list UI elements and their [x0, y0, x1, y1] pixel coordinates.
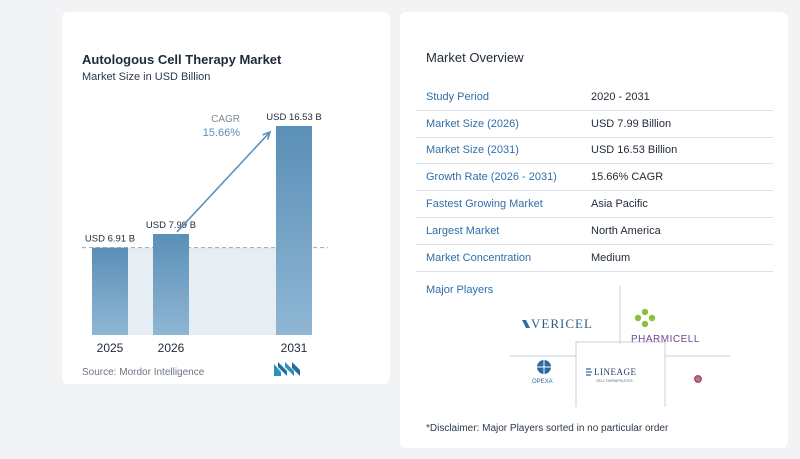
- overview-key: Market Concentration: [426, 251, 532, 264]
- overview-row: Fastest Growing Market Asia Pacific: [416, 191, 773, 218]
- cagr-arrowhead-icon: [262, 130, 272, 140]
- overview-row: Growth Rate (2026 - 2031) 15.66% CAGR: [416, 164, 773, 192]
- x-tick-2025: 2025: [97, 341, 124, 355]
- overview-key: Market Size (2026): [426, 117, 519, 130]
- overview-key: Market Size (2031): [426, 144, 519, 157]
- overview-title: Market Overview: [426, 50, 524, 65]
- overview-row: Market Size (2031) USD 16.53 Billion: [416, 138, 773, 165]
- overview-value: 2020 - 2031: [591, 90, 650, 103]
- overview-value: Medium: [591, 251, 631, 264]
- player-tagline: CELL THERAPEUTICS: [596, 379, 633, 383]
- lineage-mark-icon: [586, 368, 592, 376]
- overview-key: Study Period: [426, 90, 489, 103]
- mordor-logo-icon: [274, 362, 300, 376]
- major-players-grid: VERICEL PHARMICELL OPEXA LINEAGE CELL TH…: [510, 286, 730, 407]
- cagr-value: 15.66%: [203, 127, 241, 139]
- bar-2026: [153, 233, 189, 335]
- overview-row: Market Concentration Medium: [416, 245, 773, 272]
- overview-key: Growth Rate (2026 - 2031): [426, 171, 557, 184]
- major-players-label: Major Players: [426, 284, 494, 296]
- chart-card: USD 6.91 B 2025 USD 7.99 B 2026 USD 16.53 B 2…: [62, 12, 390, 384]
- bar-2025: [92, 247, 128, 335]
- bar-2031: [276, 126, 312, 335]
- bar-chart: USD 6.91 B 2025 USD 7.99 B 2026 USD 16.53 B 2…: [82, 112, 328, 355]
- player-lineage-logo: LINEAGE CELL THERAPEUTICS: [586, 367, 637, 383]
- baseline-shade: [92, 247, 312, 335]
- player-vericel-logo: VERICEL: [522, 316, 593, 331]
- disclaimer: *Disclaimer: Major Players sorted in no …: [426, 423, 669, 434]
- overview-value: 15.66% CAGR: [591, 171, 664, 184]
- overview-key: Largest Market: [426, 224, 500, 237]
- player-name: VERICEL: [531, 316, 593, 331]
- x-tick-2026: 2026: [158, 341, 185, 355]
- source-note: Source: Mordor Intelligence: [82, 367, 205, 378]
- x-tick-2031: 2031: [281, 341, 308, 355]
- overview-row: Market Size (2026) USD 7.99 Billion: [416, 111, 773, 138]
- overview-table: Study Period 2020 - 2031 Market Size (202…: [416, 84, 773, 272]
- data-label-2026: USD 7.99 B: [146, 220, 196, 231]
- pharmicell-dot-icon: [634, 314, 642, 322]
- cagr-arrow: [176, 131, 271, 233]
- overview-value: North America: [591, 224, 661, 237]
- overview-row: Study Period 2020 - 2031: [416, 84, 773, 111]
- chart-title: Autologous Cell Therapy Market: [82, 52, 282, 67]
- player-name: PHARMICELL: [631, 334, 700, 345]
- overview-value: Asia Pacific: [591, 198, 648, 211]
- overview-row: Largest Market North America: [416, 218, 773, 245]
- cagr-label: CAGR: [211, 114, 240, 125]
- data-label-2031: USD 16.53 B: [266, 112, 321, 123]
- chart-subtitle: Market Size in USD Billion: [82, 71, 211, 83]
- overview-value: USD 16.53 Billion: [591, 144, 678, 157]
- market-overview-panel: Market Overview Study Period 2020 - 2031 …: [400, 12, 788, 448]
- overview-value: USD 7.99 Billion: [591, 117, 672, 130]
- data-label-2025: USD 6.91 B: [85, 234, 135, 245]
- player-pharmicell-logo: PHARMICELL: [631, 308, 700, 345]
- player-name: LINEAGE: [594, 367, 637, 377]
- player-small-logo: [694, 375, 702, 383]
- overview-key: Fastest Growing Market: [426, 198, 543, 211]
- player-name: OPEXA: [532, 379, 553, 385]
- player-opexa-logo: OPEXA: [532, 360, 553, 385]
